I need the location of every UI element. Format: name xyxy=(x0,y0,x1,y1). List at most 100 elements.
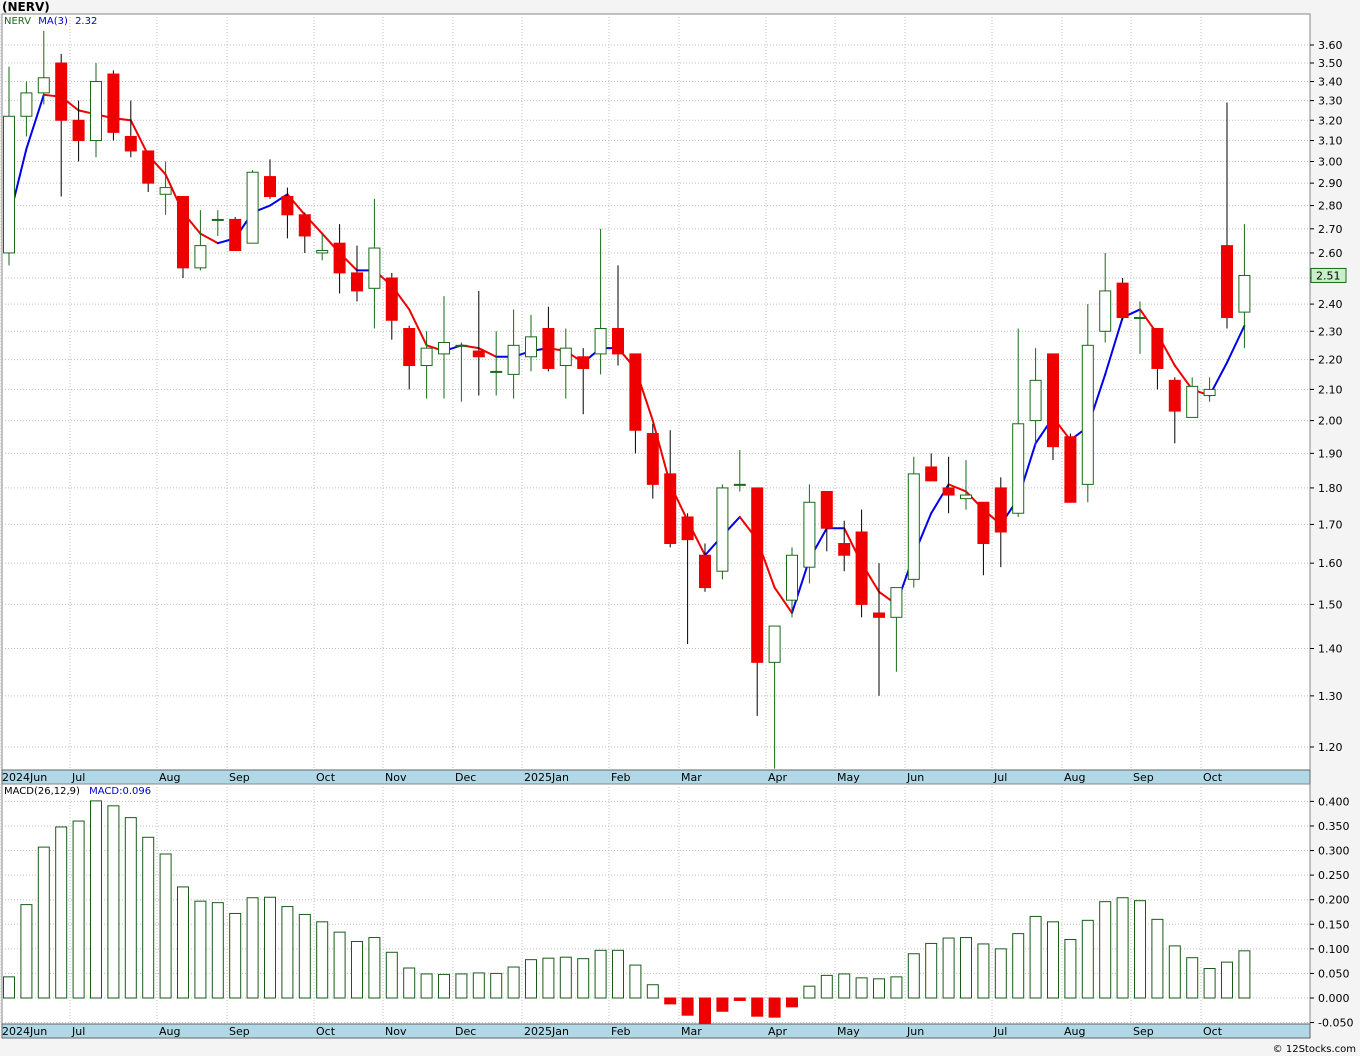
macd-tick-label: 0.100 xyxy=(1318,943,1350,956)
macd-bar xyxy=(20,904,33,999)
candle-body xyxy=(1203,388,1216,397)
candle-body xyxy=(1064,436,1077,503)
macd-bar xyxy=(594,949,607,999)
macd-bar xyxy=(1151,918,1164,999)
candle-body xyxy=(72,119,85,142)
candle xyxy=(438,296,450,399)
macd-histogram xyxy=(3,800,1251,1025)
macd-bar xyxy=(316,921,329,999)
candle xyxy=(942,456,955,514)
candle-body xyxy=(351,272,363,292)
candle-body xyxy=(803,501,816,568)
candle-body xyxy=(699,554,711,589)
date-axis-label: Dec xyxy=(455,1025,476,1038)
macd-tick-label: 0.000 xyxy=(1318,992,1350,1005)
date-axis-label: Aug xyxy=(159,1025,180,1038)
candle xyxy=(1238,224,1251,349)
date-axis-label: 2025Jan xyxy=(524,1025,569,1038)
candle-body xyxy=(1168,379,1181,412)
candle-body xyxy=(907,473,920,580)
date-axis-label: May xyxy=(837,1025,860,1038)
candle-body xyxy=(1151,328,1164,369)
candle xyxy=(629,353,642,454)
candle xyxy=(1116,278,1129,321)
date-axis-label: Oct xyxy=(316,771,336,784)
candle-body xyxy=(507,344,520,375)
candle-body xyxy=(890,587,903,618)
candle-body xyxy=(1134,317,1146,320)
candle-body xyxy=(542,328,555,369)
macd-bar xyxy=(246,897,259,999)
candle xyxy=(820,490,833,552)
date-axis-label: Oct xyxy=(1203,771,1223,784)
candle xyxy=(525,314,537,372)
date-axis-label: Sep xyxy=(1133,1025,1154,1038)
candle xyxy=(229,217,242,251)
macd-bar xyxy=(37,846,50,999)
price-tick-label: 1.60 xyxy=(1318,557,1343,570)
candle xyxy=(1186,377,1199,418)
macd-tick-label: 0.400 xyxy=(1318,795,1350,808)
candle-body xyxy=(490,370,503,373)
macd-bar xyxy=(542,957,555,999)
candle-body xyxy=(455,344,468,347)
macd-bar xyxy=(716,997,729,1012)
ma-segment xyxy=(1173,364,1194,391)
ma-segment xyxy=(408,308,428,347)
candlestick-series xyxy=(3,30,1251,769)
date-axis-label: May xyxy=(837,771,860,784)
candle-body xyxy=(1238,274,1251,313)
price-tick-label: 1.70 xyxy=(1318,518,1343,531)
candle xyxy=(37,30,50,105)
date-axis-label: Feb xyxy=(611,771,630,784)
candle-body xyxy=(159,187,172,195)
candle xyxy=(490,331,503,396)
macd-bar xyxy=(873,978,885,999)
date-axis-label: Jun xyxy=(906,771,924,784)
candle xyxy=(646,423,659,499)
candle xyxy=(246,170,259,244)
date-axis-label: Feb xyxy=(611,1025,630,1038)
candle xyxy=(1099,252,1112,343)
candle xyxy=(577,348,590,415)
macd-bar xyxy=(612,949,624,999)
candle-body xyxy=(994,487,1007,533)
date-axis-label: Aug xyxy=(159,771,180,784)
candle-body xyxy=(1047,353,1059,448)
candle-body xyxy=(559,347,572,367)
macd-tick-label: 0.250 xyxy=(1318,869,1350,882)
candle-body xyxy=(977,501,990,545)
candle xyxy=(803,484,816,584)
macd-bar xyxy=(664,997,677,1005)
candle-body xyxy=(438,341,450,355)
macd-bar xyxy=(1116,897,1129,999)
candle-body xyxy=(1099,290,1112,332)
macd-tick-label: 0.300 xyxy=(1318,845,1350,858)
candle xyxy=(1221,102,1233,329)
macd-bar xyxy=(559,956,572,999)
candle xyxy=(472,290,485,396)
macd-bar xyxy=(455,973,468,999)
candle xyxy=(1047,353,1059,461)
candle-body xyxy=(107,73,120,133)
candle xyxy=(1151,328,1164,390)
legend-symbol: NERV xyxy=(4,16,32,27)
candle xyxy=(751,487,764,716)
candle-body xyxy=(403,328,416,367)
copyright-credit: © 12Stocks.com xyxy=(1272,1044,1356,1055)
macd-bar xyxy=(1064,939,1077,999)
macd-bar xyxy=(960,937,972,999)
macd-bar xyxy=(1238,950,1251,999)
candle-body xyxy=(194,245,207,269)
price-tick-label: 1.30 xyxy=(1318,690,1343,703)
candle xyxy=(211,210,224,236)
candle-body xyxy=(20,92,33,117)
ma-segment xyxy=(773,586,793,614)
candle-body xyxy=(333,242,346,274)
macd-bar xyxy=(681,997,694,1016)
macd-bar xyxy=(264,896,276,999)
candle-body xyxy=(1029,379,1042,422)
candle-body xyxy=(1116,282,1129,319)
date-axis-label: Jul xyxy=(993,771,1007,784)
